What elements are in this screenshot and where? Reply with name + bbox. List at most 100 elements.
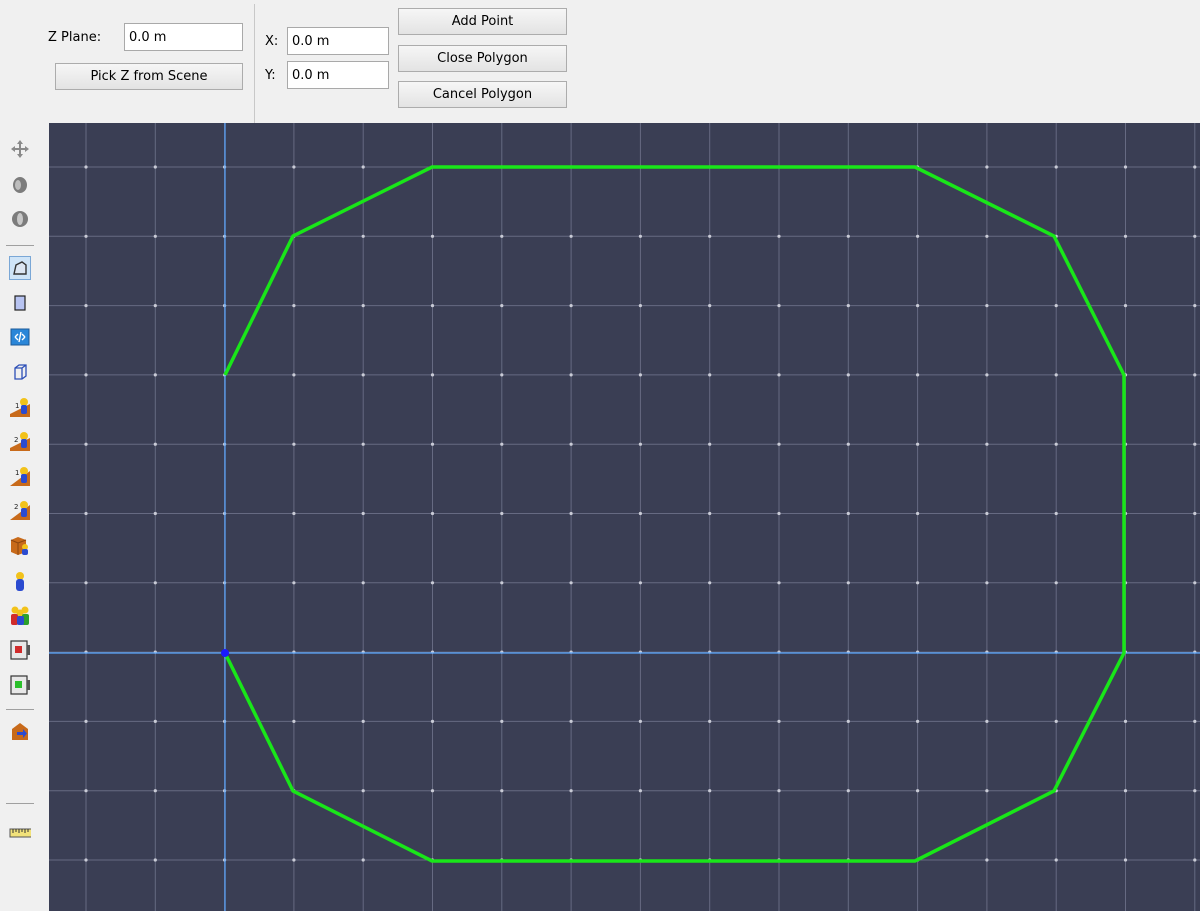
orbit-tool-button[interactable] xyxy=(9,207,31,231)
grid-dot xyxy=(153,581,157,585)
grid-dot xyxy=(985,719,989,724)
grid-dot xyxy=(361,858,365,862)
grid-dot xyxy=(292,165,296,169)
grid-dot xyxy=(153,373,157,377)
viewport-canvas[interactable] xyxy=(49,123,1200,911)
grid-dot xyxy=(430,442,435,446)
grid-dot xyxy=(361,373,365,377)
grid-dot xyxy=(985,581,989,585)
grid-dot xyxy=(430,789,435,793)
grid-dot xyxy=(985,858,989,862)
grid-dot xyxy=(777,442,781,446)
add-point-button[interactable]: Add Point xyxy=(398,8,567,35)
grid-dot xyxy=(292,373,296,377)
grid-dot xyxy=(84,581,88,585)
grid-dot xyxy=(84,442,88,446)
grid-dot xyxy=(708,789,712,793)
draw-polygon-icon xyxy=(13,261,27,275)
grid-dot xyxy=(985,304,989,308)
grid-dot xyxy=(777,234,781,238)
grid-dot xyxy=(84,373,88,377)
grid-dot xyxy=(1054,858,1058,862)
grid-dot xyxy=(361,234,365,238)
grid-dot xyxy=(916,789,920,793)
grid-dot xyxy=(153,304,157,308)
grid-dot xyxy=(846,511,850,516)
rotate-tool-button[interactable] xyxy=(9,173,31,197)
door-red-icon xyxy=(10,640,30,660)
grid-dot xyxy=(430,234,435,238)
grid-dot xyxy=(1123,719,1128,724)
grid-dot xyxy=(846,442,850,446)
grid-dot xyxy=(153,234,157,238)
occupant-tool-button[interactable] xyxy=(9,569,31,593)
grid-dot xyxy=(153,719,157,724)
grid-dot xyxy=(1054,511,1058,516)
grid-dot xyxy=(846,373,850,377)
ramp-2-tool-button[interactable]: 2 xyxy=(9,498,31,522)
grid-dot xyxy=(1054,165,1058,169)
grid-dot xyxy=(638,719,643,724)
grid-dot xyxy=(569,511,573,516)
ruler-tool-button[interactable] xyxy=(9,821,31,845)
ramp-2-icon: 2 xyxy=(10,501,30,520)
grid-dot xyxy=(708,719,712,724)
grid-dot xyxy=(500,234,504,238)
close-polygon-button[interactable]: Close Polygon xyxy=(398,45,567,72)
grid-dot xyxy=(500,373,504,377)
grid-dot xyxy=(1123,789,1128,793)
grid-dot xyxy=(361,789,365,793)
ramp-1-tool-button[interactable]: 1 xyxy=(9,464,31,488)
y-label: Y: xyxy=(265,68,276,83)
grid-dot xyxy=(153,442,157,446)
grid-dot xyxy=(292,304,296,308)
grid-dot xyxy=(1193,858,1197,862)
grid-dot xyxy=(777,373,781,377)
split-edge-icon xyxy=(10,328,30,346)
z-plane-input[interactable] xyxy=(124,23,243,51)
grid-dot xyxy=(569,234,573,238)
stair-2-icon: 2 xyxy=(10,432,30,451)
grid-dot xyxy=(1193,304,1197,308)
export-tool-button[interactable] xyxy=(9,719,31,743)
grid-dot xyxy=(430,581,435,585)
top-toolbar: Z Plane: Pick Z from Scene X: Y: Add Poi… xyxy=(0,0,1200,123)
door-green-tool-button[interactable] xyxy=(9,673,31,697)
grid-dot xyxy=(500,789,504,793)
grid-dot xyxy=(153,165,157,169)
grid-dot xyxy=(1193,442,1197,446)
svg-text:1: 1 xyxy=(15,469,19,477)
grid-dot xyxy=(846,581,850,585)
grid-dot xyxy=(153,858,157,862)
svg-text:2: 2 xyxy=(14,436,18,444)
grid-dot xyxy=(1193,511,1197,516)
door-red-tool-button[interactable] xyxy=(9,638,31,662)
grid-dot xyxy=(846,304,850,308)
grid-dot xyxy=(153,511,157,516)
stair-1-tool-button[interactable]: 1 xyxy=(9,395,31,419)
obstruction-icon xyxy=(10,537,28,555)
grid-dot xyxy=(84,165,88,169)
grid-dot xyxy=(84,304,88,308)
cancel-polygon-button[interactable]: Cancel Polygon xyxy=(398,81,567,108)
grid-dot xyxy=(916,719,920,724)
export-icon xyxy=(12,723,28,740)
draw-rectangle-tool-button[interactable] xyxy=(9,291,31,315)
grid-dot xyxy=(361,442,365,446)
draw-polygon-tool-button[interactable] xyxy=(9,256,31,280)
split-edge-tool-button[interactable] xyxy=(9,325,31,349)
occupant-group-tool-button[interactable] xyxy=(9,603,31,627)
grid-dot xyxy=(916,373,920,377)
drawing-viewport[interactable] xyxy=(49,123,1200,911)
grid-dot xyxy=(569,581,573,585)
grid-dot xyxy=(292,858,296,862)
toolbar-separator xyxy=(254,4,255,123)
y-coordinate-input[interactable] xyxy=(287,61,389,89)
grid-dot xyxy=(361,304,365,308)
obstruction-tool-button[interactable] xyxy=(9,533,31,557)
pick-z-from-scene-button[interactable]: Pick Z from Scene xyxy=(55,63,243,90)
extrude-tool-button[interactable] xyxy=(9,360,31,384)
pan-tool-button[interactable] xyxy=(9,137,31,161)
stair-2-tool-button[interactable]: 2 xyxy=(9,429,31,453)
x-coordinate-input[interactable] xyxy=(287,27,389,55)
